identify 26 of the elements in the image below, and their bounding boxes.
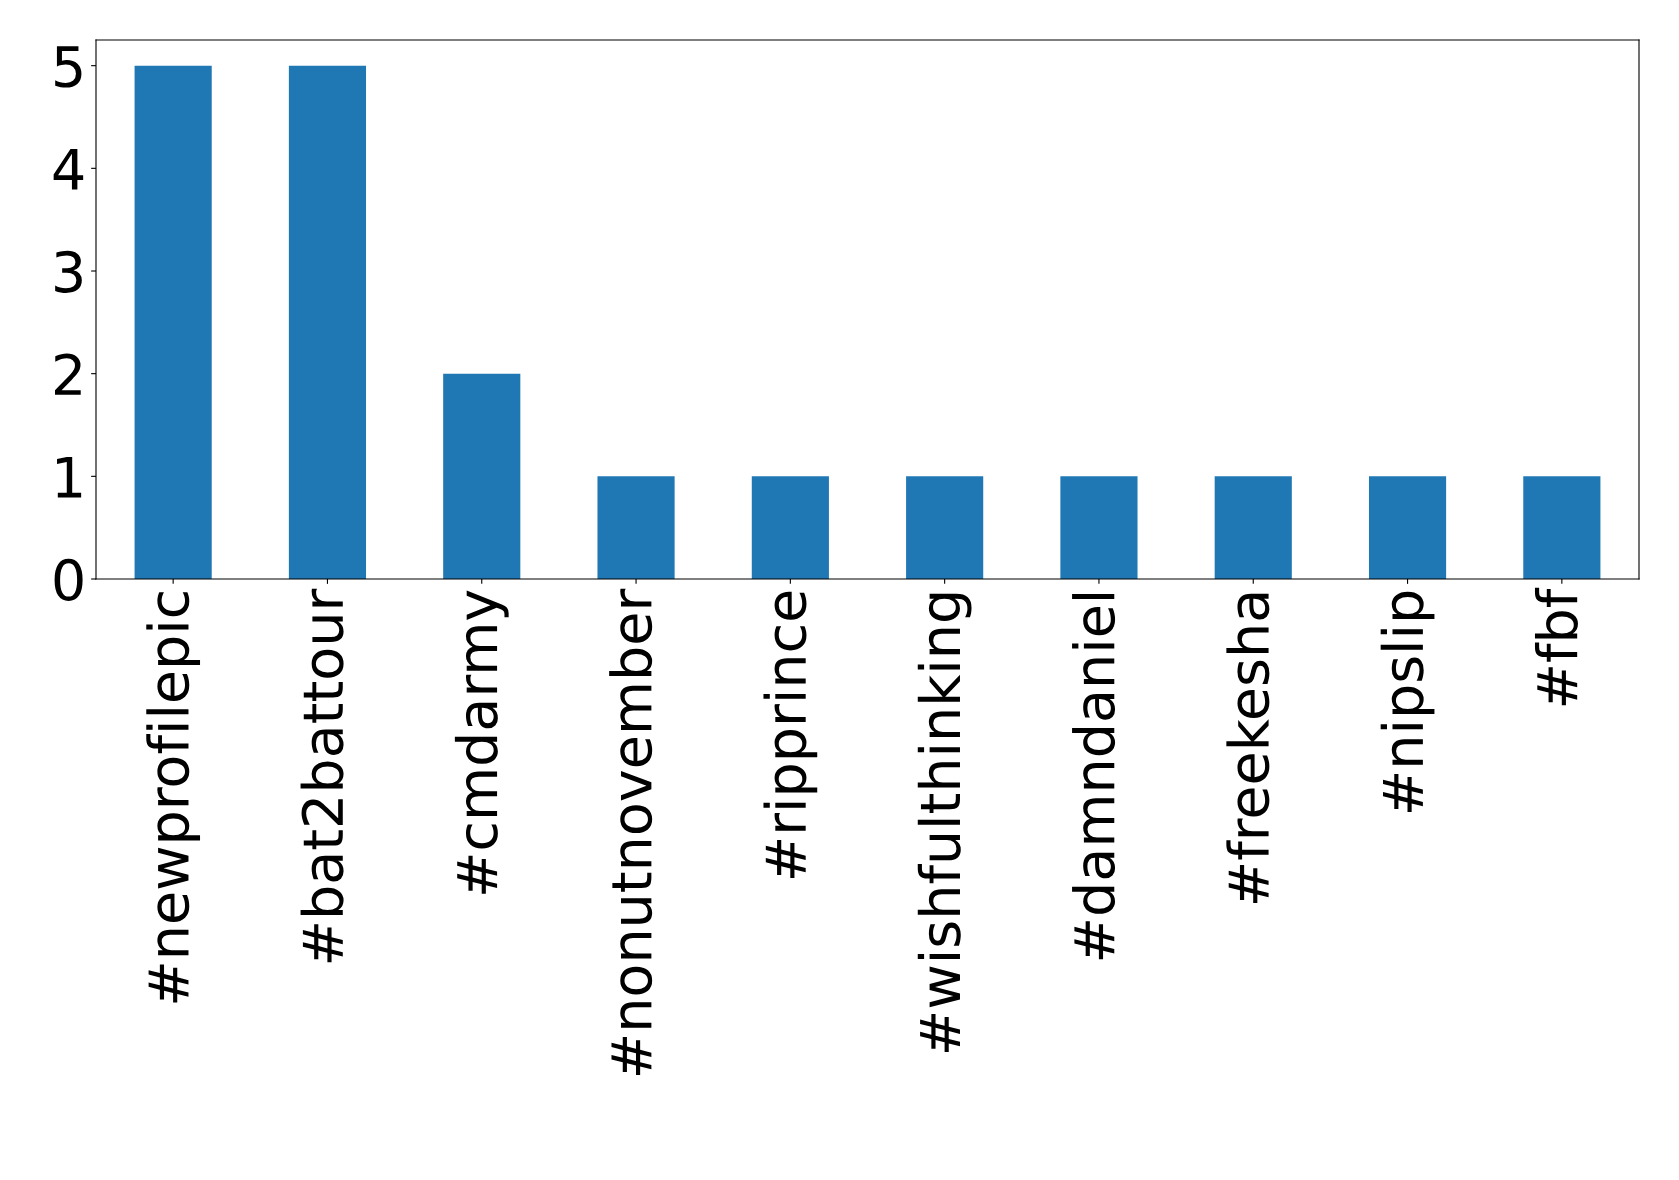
x-tick-label: #damndaniel <box>1072 593 1116 960</box>
x-tick-label: #bat2battour <box>300 588 344 963</box>
bar <box>288 65 367 579</box>
bar <box>1060 476 1138 579</box>
bar <box>1214 476 1292 579</box>
x-tick-label: #wishfulthinking <box>917 593 972 1052</box>
bar <box>597 476 675 579</box>
y-tick-label: 4 <box>53 148 84 190</box>
x-tick-label: #cmdarmy <box>454 590 509 894</box>
bar <box>906 476 984 579</box>
y-tick-label: 3 <box>55 250 82 293</box>
bar <box>134 65 212 579</box>
x-tick-label: #freekesha <box>1226 593 1270 904</box>
y-tick-label: 0 <box>54 558 83 601</box>
bar <box>1523 476 1601 579</box>
x-tick-label: #nonutnovember <box>609 588 653 1076</box>
x-tick-label: #newprofilepic <box>146 592 201 1003</box>
x-tick-label: #nipslip <box>1380 591 1435 812</box>
bar <box>751 476 829 579</box>
y-tick-label: 5 <box>55 46 82 88</box>
bar <box>1368 476 1447 579</box>
bar <box>443 373 521 579</box>
x-tick-label: #ripprince <box>763 591 818 879</box>
x-tick-label: #fbf <box>1534 587 1578 706</box>
y-tick-label: 2 <box>55 353 81 395</box>
y-tick-label: 1 <box>57 456 82 498</box>
